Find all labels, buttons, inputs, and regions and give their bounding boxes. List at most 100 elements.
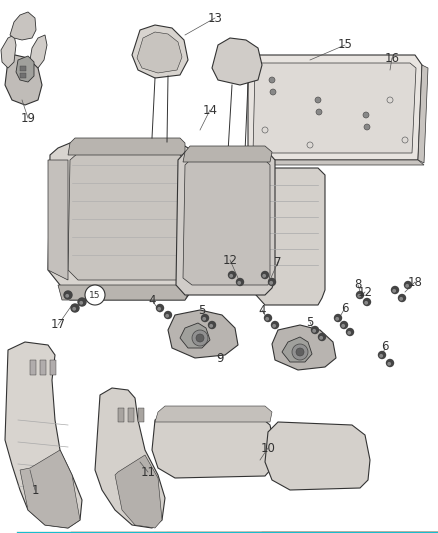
Text: 6: 6 [381,341,389,353]
Text: 1: 1 [31,483,39,497]
Polygon shape [272,325,336,370]
Circle shape [365,302,367,304]
Circle shape [336,318,339,320]
Circle shape [192,330,208,346]
Polygon shape [48,143,195,300]
Circle shape [296,348,304,356]
Polygon shape [118,408,124,422]
Circle shape [320,337,322,339]
Text: 12: 12 [223,254,237,266]
Circle shape [272,321,279,328]
Text: 8: 8 [354,279,362,292]
Polygon shape [180,323,210,348]
Polygon shape [20,73,26,78]
Circle shape [269,77,275,83]
Circle shape [340,321,347,328]
Circle shape [261,271,268,279]
Circle shape [335,314,342,321]
Text: 12: 12 [357,286,372,298]
Circle shape [73,308,75,310]
Polygon shape [5,55,42,105]
Polygon shape [5,342,82,528]
Circle shape [196,334,204,342]
Circle shape [399,295,406,302]
Circle shape [85,285,105,305]
Polygon shape [95,388,165,528]
Circle shape [405,281,411,288]
Circle shape [292,344,308,360]
Circle shape [364,298,371,305]
Text: 11: 11 [141,465,155,479]
Polygon shape [248,160,424,165]
Circle shape [400,297,403,300]
Circle shape [270,89,276,95]
Circle shape [357,292,364,298]
Circle shape [71,304,79,312]
Polygon shape [418,65,428,163]
Circle shape [80,302,82,304]
Text: 19: 19 [21,111,35,125]
Text: 4: 4 [258,303,266,317]
Circle shape [64,291,72,299]
Circle shape [315,97,321,103]
Circle shape [346,328,353,335]
Polygon shape [183,146,272,162]
Polygon shape [137,32,182,73]
Circle shape [342,325,344,327]
Polygon shape [248,55,422,160]
Circle shape [201,314,208,321]
Polygon shape [58,285,195,300]
Text: 5: 5 [198,303,206,317]
Text: 17: 17 [50,319,66,332]
Polygon shape [20,450,80,528]
Circle shape [158,308,160,310]
Circle shape [313,329,315,332]
Circle shape [378,351,385,359]
Polygon shape [20,66,26,71]
Circle shape [392,287,399,294]
Text: 15: 15 [338,38,353,52]
Polygon shape [132,25,188,78]
Circle shape [165,311,172,319]
Polygon shape [16,56,34,82]
Text: 9: 9 [216,351,224,365]
Text: 5: 5 [306,316,314,328]
Circle shape [386,359,393,367]
Circle shape [229,271,236,279]
Polygon shape [183,158,270,285]
Polygon shape [30,35,47,68]
Text: 6: 6 [341,302,349,314]
Polygon shape [128,408,134,422]
Polygon shape [10,12,36,40]
Circle shape [208,321,215,328]
Polygon shape [68,138,185,155]
Polygon shape [155,406,272,422]
Circle shape [266,318,268,320]
Polygon shape [212,38,262,85]
Circle shape [348,332,350,334]
Polygon shape [48,160,68,280]
Circle shape [388,362,390,365]
Text: 18: 18 [408,276,422,288]
Circle shape [311,327,318,334]
Circle shape [156,304,163,311]
Polygon shape [50,360,56,375]
Polygon shape [40,360,46,375]
Text: 14: 14 [202,103,218,117]
Circle shape [78,298,86,306]
Polygon shape [138,408,144,422]
Circle shape [363,112,369,118]
Polygon shape [1,35,16,68]
Polygon shape [265,422,370,490]
Circle shape [166,314,168,317]
Circle shape [364,124,370,130]
Text: 4: 4 [148,294,156,306]
Polygon shape [253,63,416,153]
Circle shape [66,295,68,297]
Circle shape [237,279,244,286]
Polygon shape [282,337,312,362]
Circle shape [380,354,382,357]
Circle shape [358,295,360,297]
Polygon shape [30,360,36,375]
Polygon shape [115,455,162,528]
